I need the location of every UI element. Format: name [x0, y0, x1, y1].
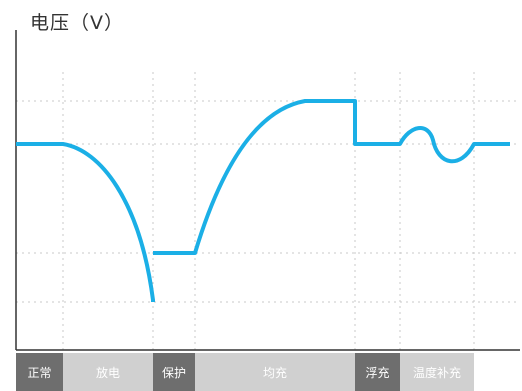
y-axis-label: 电压（V）: [30, 12, 124, 34]
voltage-curve: [16, 99, 510, 302]
grid-lines: [16, 72, 520, 350]
